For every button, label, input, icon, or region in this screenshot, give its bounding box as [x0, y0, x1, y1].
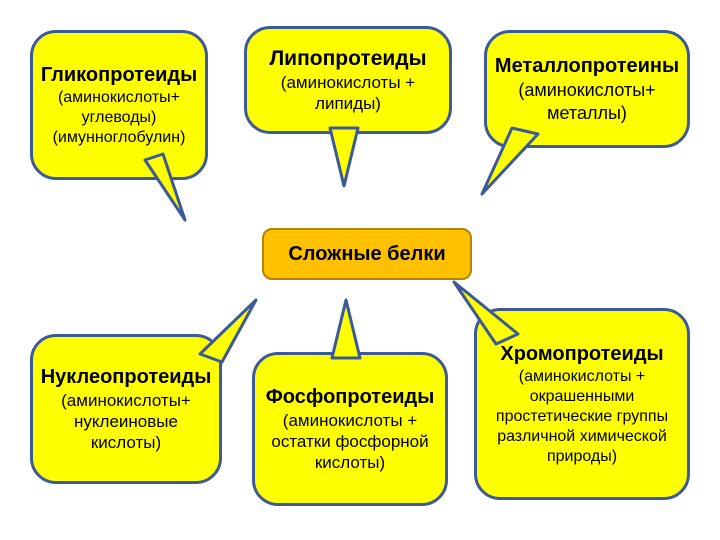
bubble-tail-lipo	[270, 68, 430, 228]
center-label: Сложные белки	[288, 243, 445, 266]
bubble-title: Гликопротеиды	[41, 63, 197, 88]
diagram-stage: Сложные белки Гликопротеиды(аминокислоты…	[0, 0, 720, 540]
bubble-tail-metal	[448, 74, 608, 234]
bubble-tail-chromo	[428, 258, 588, 418]
bubble-tail-phospho	[272, 298, 432, 458]
bubble-tail-glyco	[85, 100, 245, 260]
